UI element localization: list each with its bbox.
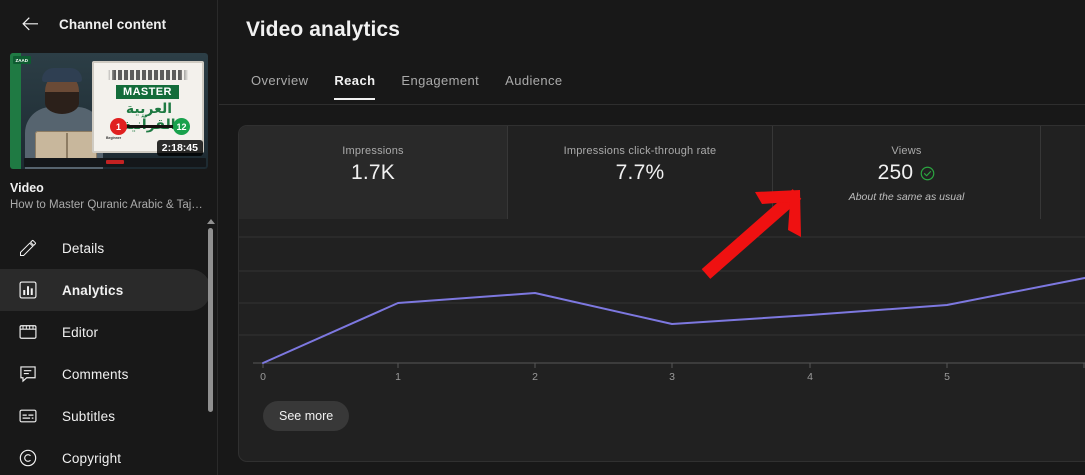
video-thumbnail[interactable]: ZAAD MASTER العربية القرآنية 1 12 Beginn… — [10, 53, 208, 169]
tab-audience[interactable]: Audience — [492, 70, 575, 92]
chart-svg — [239, 236, 1085, 368]
metric-value: 7.7% — [616, 161, 665, 185]
tab-engagement[interactable]: Engagement — [388, 70, 492, 92]
tab-reach[interactable]: Reach — [321, 70, 388, 100]
x-tick-label: 3 — [669, 371, 675, 383]
x-tick-label: 5 — [944, 371, 950, 383]
sidebar-item-label: Subtitles — [62, 408, 116, 424]
thumbnail-green-bar — [10, 53, 21, 169]
thumbnail-master-label: MASTER — [116, 85, 179, 99]
video-meta: Video How to Master Quranic Arabic & Taj… — [0, 169, 217, 214]
scrollbar-up-arrow-icon[interactable] — [207, 219, 215, 224]
metric-card-impressions-ctr[interactable]: Impressions click-through rate 7.7% — [508, 126, 773, 219]
comment-icon — [16, 362, 40, 386]
tab-label: Audience — [505, 73, 563, 88]
thumbnail-whiteboard: MASTER العربية القرآنية 1 12 Beginner — [92, 61, 204, 153]
sidebar-item-label: Editor — [62, 324, 99, 340]
metric-value: 1.7K — [351, 161, 395, 185]
chart-series-line — [262, 276, 1085, 364]
tab-label: Overview — [251, 73, 309, 88]
thumbnail-step-end: 12 — [173, 118, 190, 135]
back-arrow-icon[interactable] — [18, 12, 42, 36]
thumbnail-desk — [24, 158, 206, 167]
sidebar: Channel content ZAAD MASTER العربية القر… — [0, 0, 218, 475]
sidebar-nav: Details Analytics — [0, 227, 217, 475]
video-kind-label: Video — [10, 181, 44, 195]
channel-content-title: Channel content — [59, 16, 167, 32]
main-content: Video analytics Overview Reach Engagemen… — [219, 0, 1085, 475]
check-circle-icon — [920, 166, 935, 181]
copyright-icon — [16, 446, 40, 470]
metric-card-partial[interactable] — [1041, 126, 1085, 219]
metric-value-text: 7.7% — [615, 161, 665, 184]
sidebar-item-details[interactable]: Details — [0, 227, 211, 269]
metric-label: Impressions — [342, 145, 404, 157]
thumbnail-duration: 2:18:45 — [156, 140, 203, 156]
metric-label: Views — [891, 145, 922, 157]
sidebar-item-subtitles[interactable]: Subtitles — [0, 395, 211, 437]
x-tick-label: 1 — [395, 371, 401, 383]
tab-overview[interactable]: Overview — [238, 70, 321, 92]
metric-value-text: 250 — [877, 161, 914, 184]
metric-note: About the same as usual — [848, 191, 965, 203]
metric-value: 250 — [878, 161, 936, 185]
thumbnail-progress-line — [116, 125, 182, 128]
thumbnail-level-label: Beginner — [106, 136, 122, 140]
metric-value-text: 1.7K — [351, 161, 395, 184]
see-more-button[interactable]: See more — [263, 401, 350, 431]
sidebar-item-label: Comments — [62, 366, 129, 382]
metric-cards-row: Impressions 1.7K Impressions click-throu… — [239, 126, 1085, 219]
tabs-divider — [219, 104, 1085, 105]
thumbnail-step-start: 1 — [110, 118, 127, 135]
sidebar-item-copyright[interactable]: Copyright — [0, 437, 211, 475]
clapperboard-icon — [16, 320, 40, 344]
pencil-icon — [16, 236, 40, 260]
sidebar-item-editor[interactable]: Editor — [0, 311, 211, 353]
metric-label: Impressions click-through rate — [563, 145, 717, 157]
x-tick-label: 0 — [260, 371, 266, 383]
thumbnail-bismillah-script — [106, 70, 190, 80]
analytics-tabs: Overview Reach Engagement Audience — [238, 70, 576, 105]
sidebar-item-label: Details — [62, 240, 105, 256]
metric-card-impressions[interactable]: Impressions 1.7K — [239, 126, 508, 219]
x-tick-label: 2 — [532, 371, 538, 383]
sidebar-item-label: Analytics — [62, 282, 124, 298]
metric-card-views[interactable]: Views 250 About the same as usual — [773, 126, 1041, 219]
video-title-label: How to Master Quranic Arabic & Taj… — [10, 199, 203, 211]
subtitles-icon — [16, 404, 40, 428]
tab-label: Reach — [334, 73, 376, 88]
page-title: Video analytics — [246, 18, 401, 41]
sidebar-item-label: Copyright — [62, 450, 122, 466]
tab-label: Engagement — [401, 73, 480, 88]
impressions-line-chart: 0 1 2 3 4 5 6 — [239, 219, 1085, 409]
sidebar-scrollbar[interactable] — [208, 228, 213, 412]
sidebar-header: Channel content — [0, 0, 217, 48]
reach-metrics-card: Impressions 1.7K Impressions click-throu… — [238, 125, 1085, 462]
x-tick-label: 4 — [807, 371, 813, 383]
sidebar-item-analytics[interactable]: Analytics — [0, 269, 211, 311]
chart-x-ticks — [262, 363, 1085, 368]
thumbnail-channel-badge: ZAAD — [13, 56, 31, 64]
chart-gridlines — [239, 236, 1085, 364]
thumbnail-person-illustration — [23, 65, 105, 169]
bar-chart-icon — [16, 278, 40, 302]
sidebar-item-comments[interactable]: Comments — [0, 353, 211, 395]
